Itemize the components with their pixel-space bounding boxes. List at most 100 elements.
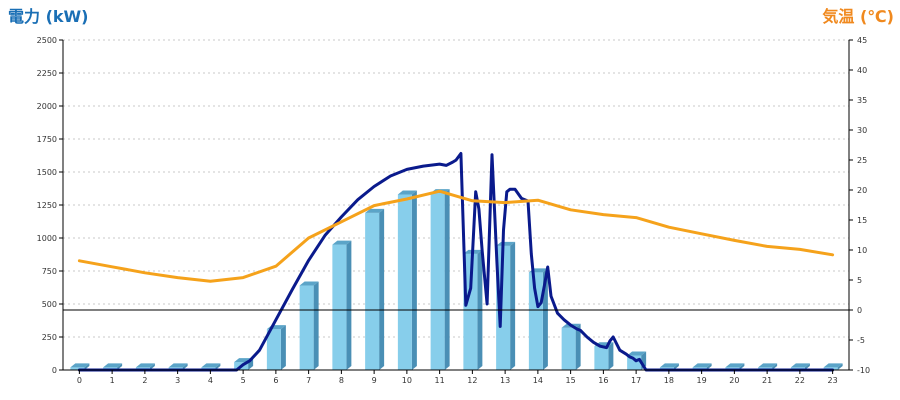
bar-side	[608, 342, 614, 370]
bar-side	[379, 208, 385, 370]
bar	[332, 240, 352, 370]
left-tick-label: 2250	[37, 69, 57, 78]
right-tick-label: 40	[857, 66, 867, 75]
bar-top	[397, 190, 417, 195]
bar-front	[332, 244, 347, 370]
bar-side	[739, 363, 745, 370]
bar-top	[201, 363, 221, 368]
bar-side	[804, 363, 810, 370]
x-tick-label: 10	[402, 376, 412, 385]
bar	[496, 241, 516, 370]
bar-side	[117, 363, 123, 370]
bar-side	[837, 363, 843, 370]
bar	[430, 189, 450, 370]
left-tick-label: 500	[42, 300, 57, 309]
bar-side	[248, 358, 254, 370]
power-line	[77, 152, 835, 372]
bar-top	[299, 281, 319, 286]
bar-top	[168, 363, 188, 368]
bar-side	[510, 241, 516, 370]
x-tick-label: 6	[273, 376, 278, 385]
right-tick-label: 5	[857, 276, 862, 285]
x-tick-label: 17	[631, 376, 641, 385]
bar-top	[627, 351, 647, 356]
bar-side	[575, 323, 581, 370]
bar-side	[706, 363, 712, 370]
right-tick-label: 20	[857, 186, 867, 195]
right-tick-label: 45	[857, 36, 867, 45]
bar-top	[692, 363, 712, 368]
x-tick-label: 2	[142, 376, 147, 385]
right-tick-label: 0	[857, 306, 862, 315]
x-tick-label: 1	[110, 376, 115, 385]
bar-front	[496, 245, 511, 370]
bar-front	[365, 212, 380, 370]
x-tick-label: 7	[306, 376, 311, 385]
x-tick-label: 19	[697, 376, 707, 385]
axes: 02505007501000125015001750200022502500-1…	[37, 36, 870, 385]
x-tick-label: 4	[208, 376, 213, 385]
bar-top	[135, 363, 155, 368]
bar-side	[280, 325, 286, 370]
bar-side	[772, 363, 778, 370]
bar-front	[397, 194, 412, 370]
x-tick-label: 20	[729, 376, 739, 385]
bar-side	[673, 363, 679, 370]
x-tick-label: 9	[372, 376, 377, 385]
right-tick-label: 15	[857, 216, 867, 225]
bar-side	[182, 363, 188, 370]
right-tick-label: 35	[857, 96, 867, 105]
bar-top	[758, 363, 778, 368]
bar	[70, 363, 90, 370]
bar	[299, 281, 319, 370]
x-tick-label: 13	[500, 376, 510, 385]
bar-top	[659, 363, 679, 368]
left-tick-label: 1000	[37, 234, 57, 243]
bar-top	[790, 363, 810, 368]
bar-top	[365, 208, 385, 213]
left-tick-label: 250	[42, 333, 57, 342]
bar-side	[84, 363, 90, 370]
line-series	[77, 152, 835, 372]
bar-front	[70, 367, 85, 370]
x-tick-label: 0	[77, 376, 82, 385]
x-tick-label: 14	[533, 376, 543, 385]
left-tick-label: 2000	[37, 102, 57, 111]
bar-top	[103, 363, 123, 368]
bar-side	[313, 281, 319, 370]
bar-front	[594, 346, 609, 370]
bar-top	[823, 363, 843, 368]
bar-side	[149, 363, 155, 370]
x-tick-label: 8	[339, 376, 344, 385]
bar-front	[561, 327, 576, 370]
x-tick-label: 3	[175, 376, 180, 385]
x-tick-label: 22	[795, 376, 805, 385]
x-tick-label: 23	[828, 376, 838, 385]
bar-top	[725, 363, 745, 368]
bar-side	[444, 189, 450, 370]
left-tick-label: 750	[42, 267, 57, 276]
bar	[266, 325, 286, 370]
bar-side	[346, 240, 352, 370]
x-tick-label: 15	[566, 376, 576, 385]
bar-side	[411, 190, 417, 370]
right-tick-label: -10	[857, 366, 870, 375]
left-axis-title: 電力 (kW)	[8, 7, 89, 26]
left-tick-label: 1750	[37, 135, 57, 144]
gridlines	[63, 39, 849, 338]
left-tick-label: 2500	[37, 36, 57, 45]
bar-front	[528, 272, 543, 370]
bar-top	[496, 241, 516, 246]
x-tick-label: 5	[241, 376, 246, 385]
bar	[397, 190, 417, 370]
bar-front	[266, 329, 281, 370]
bar-front	[430, 193, 445, 370]
x-tick-label: 21	[762, 376, 772, 385]
bar-top	[70, 363, 90, 368]
bar	[365, 208, 385, 370]
x-tick-label: 16	[598, 376, 608, 385]
left-tick-label: 1250	[37, 201, 57, 210]
right-tick-label: -5	[857, 336, 865, 345]
